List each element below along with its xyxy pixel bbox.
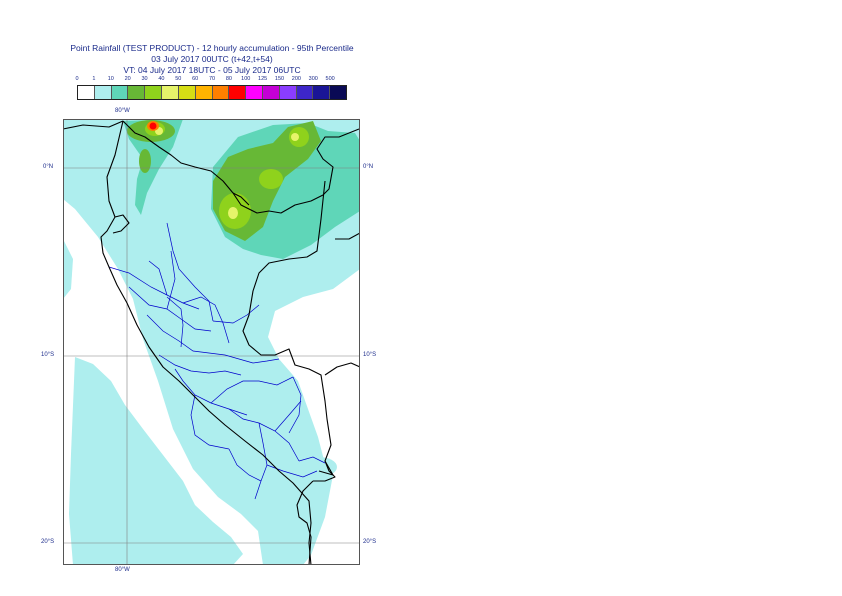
- legend-swatch: [212, 86, 230, 99]
- legend-tick-label: 300: [308, 76, 318, 82]
- legend-tick-label: 0: [75, 76, 79, 82]
- longitude-label-bottom: 80°W: [115, 567, 130, 573]
- legend-tick-label: 40: [158, 76, 165, 82]
- latitude-label-20-right: 20°S: [363, 539, 377, 545]
- department-borders: [108, 222, 326, 500]
- legend-tick-label: 200: [291, 76, 301, 82]
- legend-tick-label: 70: [208, 76, 216, 82]
- country-borders: [63, 120, 360, 565]
- map-frame: [63, 119, 360, 565]
- legend-tick-label: 125: [258, 76, 268, 82]
- legend-tick-label: 80: [225, 76, 232, 82]
- legend-color-bar: [77, 85, 347, 100]
- legend-tick-label: 30: [141, 76, 148, 82]
- legend-tick-label: 50: [175, 76, 182, 82]
- latitude-label-20-left: 20°S: [41, 539, 55, 545]
- forecast-run-label: 03 July 2017 00UTC (t+42,t+54): [151, 54, 273, 64]
- legend-tick-label: 1: [92, 76, 96, 82]
- legend-swatch: [195, 86, 213, 99]
- legend-swatch: [178, 86, 196, 99]
- latitude-label-10-left: 10°S: [41, 352, 55, 358]
- legend-swatch: [330, 86, 346, 99]
- legend-tick-label: 150: [274, 76, 285, 82]
- valid-time-label: VT: 04 July 2017 18UTC - 05 July 2017 06…: [123, 65, 301, 75]
- extreme-rain-spot: [147, 121, 159, 131]
- legend-swatch: [229, 86, 247, 99]
- map-canvas: [63, 119, 360, 565]
- latitude-label-0-left: 0°N: [43, 164, 54, 170]
- legend-swatch: [313, 86, 331, 99]
- legend-swatch: [262, 86, 280, 99]
- chart-title: Point Rainfall (TEST PRODUCT) - 12 hourl…: [70, 43, 354, 53]
- legend-tick-label: 100: [241, 76, 251, 82]
- latitude-label-0-right: 0°N: [363, 164, 374, 170]
- legend-swatch: [162, 86, 179, 99]
- legend-swatch: [296, 86, 314, 99]
- legend-tick-label: 500: [325, 76, 335, 82]
- legend-tick-label: 60: [192, 76, 199, 82]
- legend-swatch: [145, 86, 163, 99]
- legend-swatch: [111, 86, 129, 99]
- color-legend: 0 1 10 20 30 40 50 60 70 80 100 125 150 200 300 500: [75, 76, 347, 101]
- legend-swatch: [279, 86, 297, 99]
- legend-tick-label: 10: [107, 76, 114, 82]
- legend-swatch: [78, 86, 95, 99]
- legend-swatch: [94, 86, 112, 99]
- latitude-label-10-right: 10°S: [363, 352, 377, 358]
- legend-swatch: [246, 86, 263, 99]
- rainfall-map: 80°W 80°W 0°N 0°N 10°S 10°S 20°S 20°S: [41, 108, 376, 573]
- legend-swatch: [128, 86, 146, 99]
- longitude-label-top: 80°W: [115, 108, 130, 114]
- legend-tick-label: 20: [124, 76, 131, 82]
